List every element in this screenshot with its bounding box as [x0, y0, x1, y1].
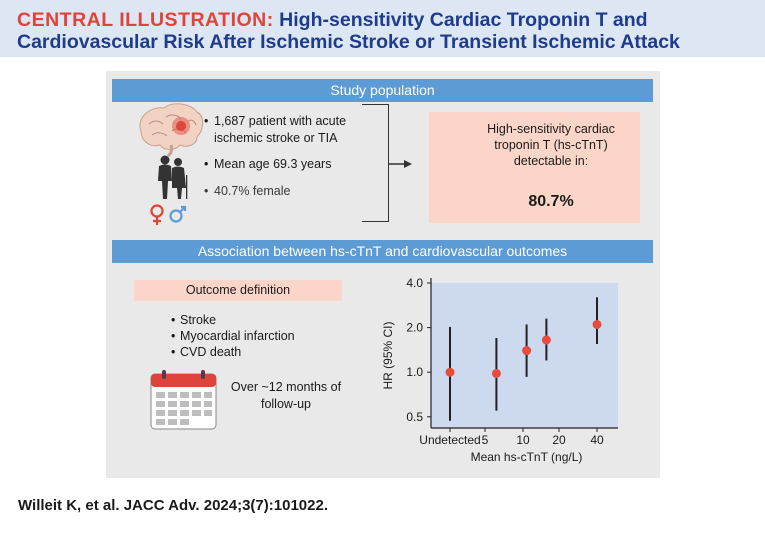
brain-icon [139, 103, 204, 158]
outcome-item: CVD death [171, 344, 295, 360]
calendar-icon [150, 370, 217, 430]
y-tick-label: 4.0 [406, 276, 423, 290]
grouping-bracket [362, 104, 389, 222]
association-bar: Association between hs-cTnT and cardiova… [112, 240, 653, 263]
x-tick-label: 20 [552, 433, 566, 447]
x-tick-label: 10 [516, 433, 530, 447]
plot-background [431, 283, 618, 428]
y-tick-label: 0.5 [406, 410, 423, 424]
outcome-list: Stroke Myocardial infarction CVD death [171, 312, 295, 360]
arrow-icon [389, 160, 412, 168]
citation: Willeit K, et al. JACC Adv. 2024;3(7):10… [18, 497, 328, 514]
outcome-item: Myocardial infarction [171, 328, 295, 344]
troponin-result-text: High-sensitivity cardiac troponin T (hs-… [487, 122, 615, 168]
troponin-result-box [429, 112, 640, 223]
header-title-part-1: High-sensitivity Cardiac Troponin T and [273, 9, 648, 31]
y-tick-label: 1.0 [406, 365, 423, 379]
header-banner: CENTRAL ILLUSTRATION: High-sensitivity C… [0, 0, 765, 57]
x-tick-label: 40 [590, 433, 604, 447]
gender-symbols-icon [150, 204, 187, 225]
elderly-couple-icon [158, 155, 188, 199]
study-population-bar: Study population [112, 79, 653, 102]
patient-count-bullet: 1,687 patient with acute ischemic stroke… [204, 113, 374, 147]
y-axis-label: HR (95% CI) [381, 321, 395, 389]
hr-point [592, 319, 602, 329]
hr-chart: 0.5 1.0 2.0 4.0 Undetected 5 10 20 40 HR (95% CI)… [381, 276, 618, 464]
y-tick-label: 2.0 [406, 321, 423, 335]
outcome-item: Stroke [171, 312, 295, 328]
x-tick-label: 5 [482, 433, 489, 447]
study-population-list: 1,687 patient with acute ischemic stroke… [204, 113, 374, 200]
x-axis-label: Mean hs-cTnT (ng/L) [471, 450, 583, 464]
outcome-definition-label: Outcome definition [134, 280, 342, 301]
hr-point [445, 367, 455, 377]
x-tick-label: Undetected [419, 433, 480, 447]
female-percent-bullet: 40.7% female [204, 183, 374, 200]
mean-age-bullet: Mean age 69.3 years [204, 156, 374, 173]
followup-text: Over ~12 months of follow-up [230, 380, 342, 411]
hr-point [491, 368, 501, 378]
header-title-line-2: Cardiovascular Risk After Ischemic Strok… [17, 31, 680, 53]
troponin-detectable-value: 80.7% [528, 193, 574, 210]
hr-point [522, 346, 532, 356]
header-title-line-1: CENTRAL ILLUSTRATION: High-sensitivity C… [17, 9, 765, 31]
central-illustration-label: CENTRAL ILLUSTRATION: [17, 9, 274, 31]
hr-point [541, 335, 551, 345]
